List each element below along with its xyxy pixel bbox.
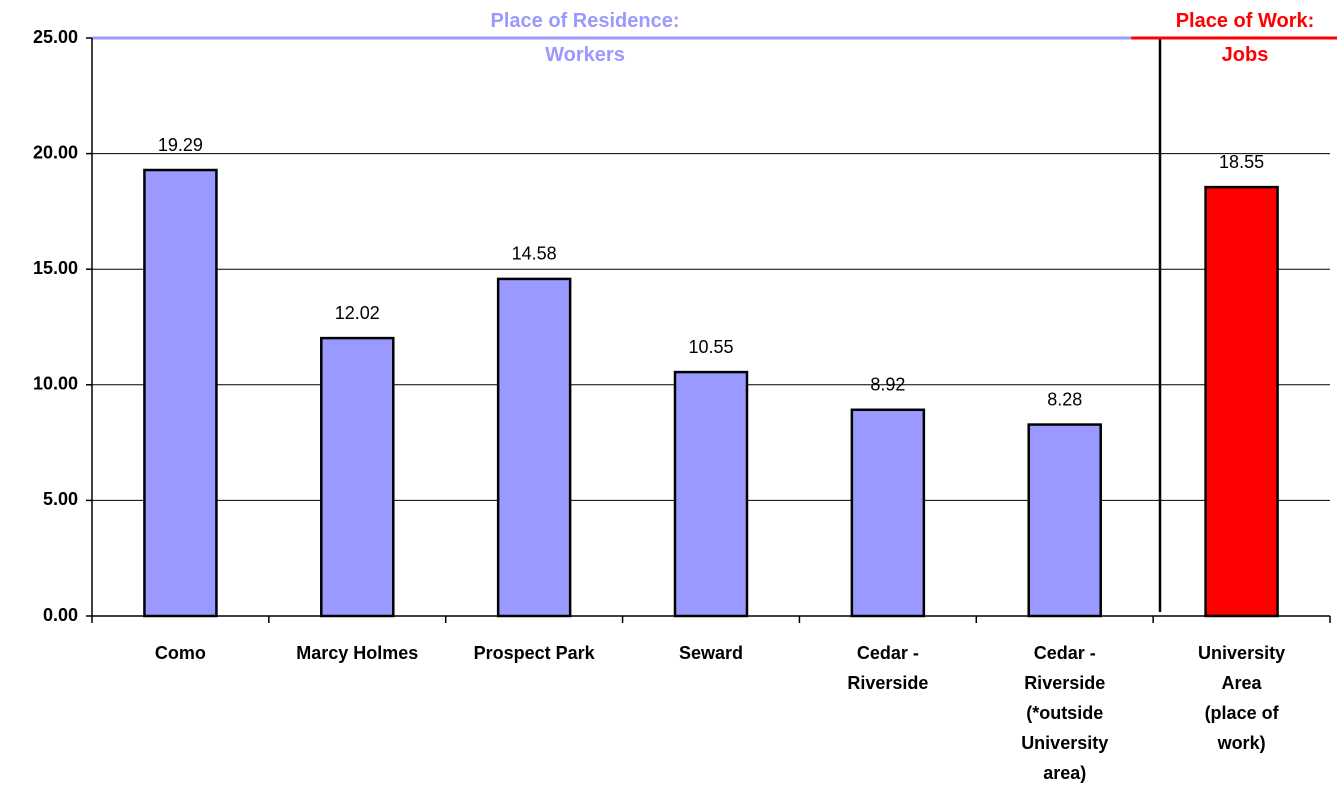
y-tick-label: 15.00	[33, 258, 78, 278]
bar	[1204, 185, 1279, 618]
y-tick-label: 0.00	[43, 605, 78, 625]
value-label: 8.92	[870, 375, 905, 395]
annotation: Place of Work: Jobs	[1176, 10, 1315, 66]
bar	[496, 277, 572, 618]
value-label: 18.55	[1219, 152, 1264, 172]
y-tick-label: 20.00	[33, 142, 78, 162]
value-label: 8.28	[1047, 389, 1082, 409]
x-tick-label: Marcy Holmes	[296, 643, 418, 663]
x-tick-label: Prospect Park	[474, 643, 596, 663]
bar	[320, 336, 395, 618]
bar	[1027, 423, 1102, 618]
x-tick-label: Seward	[679, 643, 743, 663]
x-tick-label: Cedar -Riverside (*outside University area)	[1021, 643, 1108, 783]
bar	[673, 370, 749, 618]
value-label: 19.29	[158, 135, 203, 155]
y-tick-label: 5.00	[43, 489, 78, 509]
y-tick-label: 25.00	[33, 27, 78, 47]
annotation: Place of Residence: Workers	[491, 10, 680, 66]
x-tick-label: Cedar -Riverside	[847, 643, 928, 693]
x-tick-label: Como	[155, 643, 206, 663]
value-label: 10.55	[688, 337, 733, 357]
value-label: 12.02	[335, 303, 380, 323]
y-tick-label: 10.00	[33, 374, 78, 394]
value-label: 14.58	[512, 244, 557, 264]
bar	[850, 408, 926, 618]
x-tick-label: University Area (place of work)	[1198, 643, 1285, 753]
bar	[143, 168, 218, 618]
